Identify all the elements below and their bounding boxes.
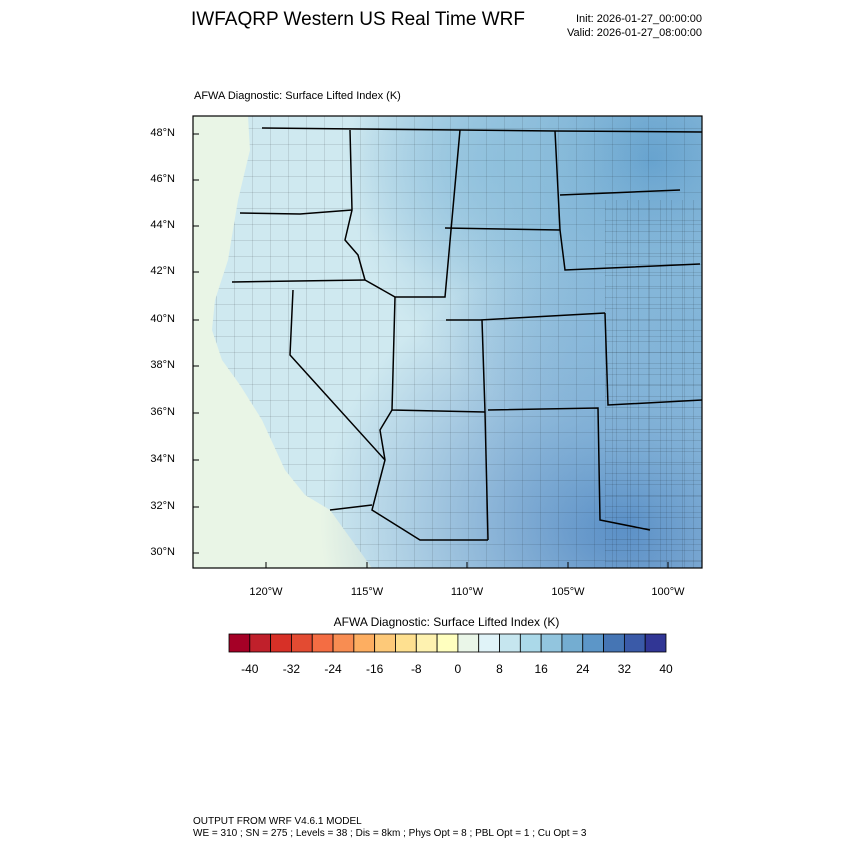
colorbar-swatch <box>499 633 521 653</box>
lat-label: 46°N <box>150 173 175 185</box>
colorbar-swatch <box>436 633 459 653</box>
lat-label: 44°N <box>150 219 175 231</box>
axis-ticks <box>193 133 669 568</box>
state-borders <box>231 127 702 541</box>
colorbar-swatch <box>582 633 604 653</box>
colorbar-swatch <box>332 633 355 653</box>
colorbar-swatch <box>228 633 251 653</box>
lat-label: 36°N <box>150 406 175 418</box>
colorbar-swatch <box>395 633 417 653</box>
colorbar-label: -8 <box>410 662 422 676</box>
field-subtitle: AFWA Diagnostic: Surface Lifted Index (K… <box>194 90 401 102</box>
colorbar-label: 16 <box>534 662 548 676</box>
colorbar-swatch <box>353 633 376 653</box>
colorbar-swatch <box>623 633 646 653</box>
lon-label: 110°W <box>450 586 484 598</box>
colorbar-label: 8 <box>496 662 503 676</box>
lat-label: 42°N <box>150 265 175 277</box>
colorbar-swatch <box>270 633 292 653</box>
init-time: Init: 2026-01-27_00:00:00 <box>576 13 702 25</box>
colorbar-swatch <box>644 633 667 653</box>
lat-label: 40°N <box>150 313 175 325</box>
colorbar-swatch <box>415 633 438 653</box>
lat-label: 34°N <box>150 453 175 465</box>
colorbar-label: 32 <box>617 662 632 676</box>
colorbar-swatch <box>561 633 584 653</box>
map-title: IWFAQRP Western US Real Time WRF <box>191 9 525 30</box>
colorbar-swatch <box>291 633 313 653</box>
lon-label: 115°W <box>350 586 384 598</box>
colorbar-swatch <box>478 633 500 653</box>
lon-label: 120°W <box>249 586 283 598</box>
colorbar-label: -40 <box>241 662 259 676</box>
colorbar-label: -32 <box>282 662 301 676</box>
colorbar-swatch <box>249 633 272 653</box>
map-frame <box>192 115 703 569</box>
colorbar-label: -24 <box>324 662 342 676</box>
colorbar-label: 0 <box>454 662 462 676</box>
colorbar <box>228 633 667 653</box>
colorbar-label: -16 <box>365 662 384 676</box>
lon-label: 100°W <box>651 586 685 598</box>
colorbar-swatch <box>374 633 396 653</box>
colorbar-swatch <box>519 633 542 653</box>
lon-label: 105°W <box>551 586 585 598</box>
valid-time: Valid: 2026-01-27_08:00:00 <box>567 27 702 39</box>
colorbar-swatch <box>457 633 480 653</box>
lat-label: 48°N <box>150 127 175 139</box>
colorbar-swatch <box>540 633 563 653</box>
colorbar-title: AFWA Diagnostic: Surface Lifted Index (K… <box>333 615 560 629</box>
footer-options: WE = 310 ; SN = 275 ; Levels = 38 ; Dis … <box>193 828 587 839</box>
colorbar-swatch <box>311 633 334 653</box>
lat-label: 32°N <box>150 500 175 512</box>
map-field <box>193 116 702 568</box>
lat-label: 30°N <box>150 546 175 558</box>
colorbar-label: 40 <box>659 662 673 676</box>
lat-label: 38°N <box>150 359 175 371</box>
colorbar-label: 24 <box>576 662 590 676</box>
colorbar-swatch <box>603 633 625 653</box>
footer-model: OUTPUT FROM WRF V4.6.1 MODEL <box>193 816 362 827</box>
